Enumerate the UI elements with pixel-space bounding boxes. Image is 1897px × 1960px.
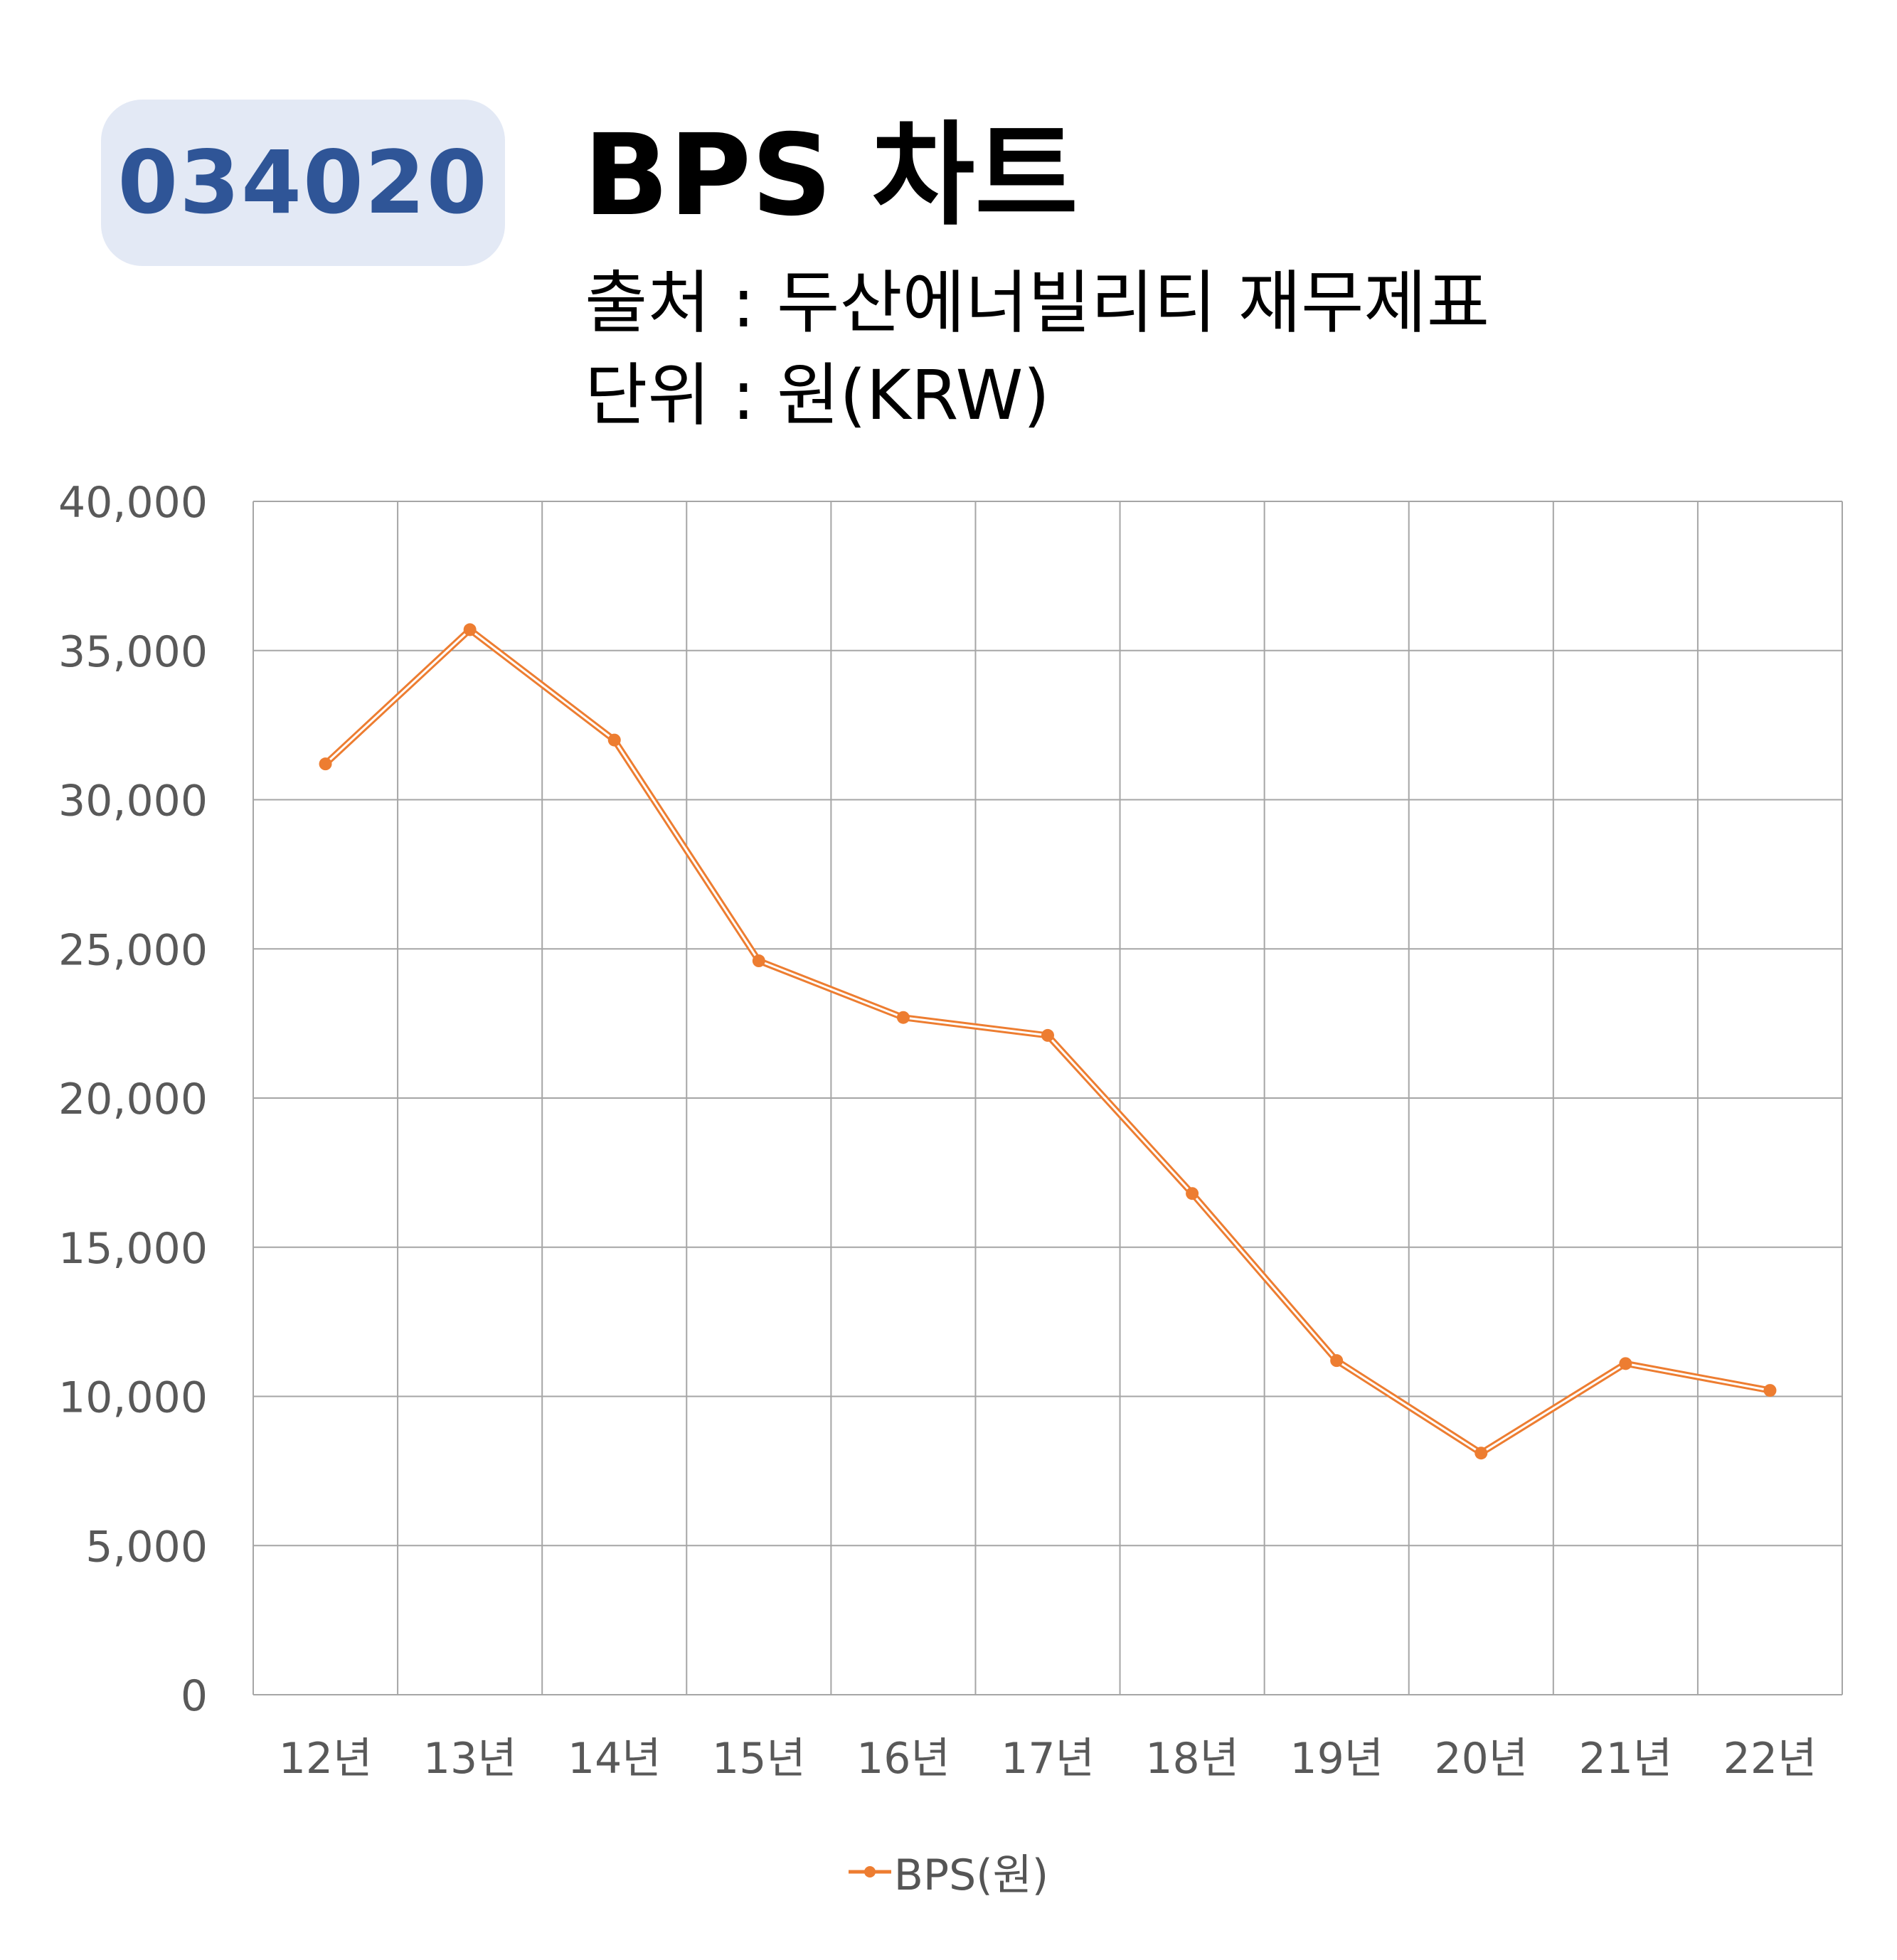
data-point (896, 1011, 910, 1024)
data-point (1619, 1357, 1632, 1370)
data-point (752, 954, 765, 968)
x-tick-label: 18년 (1145, 1734, 1239, 1784)
data-point (1186, 1187, 1199, 1200)
legend-swatch (848, 1865, 891, 1878)
x-tick-label: 13년 (423, 1734, 517, 1784)
y-axis-ticks: 0 5,000 10,000 15,000 20,000 25,000 30,000 35,0… (58, 478, 208, 1721)
legend-item-bps: BPS(원) (848, 1841, 1049, 1902)
y-tick-label: 35,000 (58, 627, 208, 677)
x-tick-label: 14년 (568, 1734, 661, 1784)
y-tick-label: 5,000 (85, 1522, 208, 1572)
data-point (607, 733, 621, 747)
x-tick-label: 20년 (1434, 1734, 1528, 1784)
x-tick-label: 22년 (1723, 1734, 1817, 1784)
series-layer (319, 623, 1777, 1460)
source-note: 출처 : 두산에너빌리티 재무제표 (585, 263, 1490, 343)
x-tick-label: 16년 (856, 1734, 950, 1784)
y-tick-label: 0 (181, 1671, 208, 1721)
data-point (1330, 1354, 1344, 1368)
x-tick-label: 21년 (1579, 1734, 1673, 1784)
x-tick-label: 12년 (279, 1734, 373, 1784)
y-tick-label: 20,000 (58, 1075, 208, 1124)
y-tick-label: 30,000 (58, 777, 208, 826)
legend-label: BPS(원) (893, 1850, 1049, 1900)
data-point (1041, 1028, 1054, 1042)
x-tick-label: 19년 (1290, 1734, 1383, 1784)
data-point (319, 757, 332, 771)
grid-layer (253, 501, 1843, 1695)
y-tick-label: 40,000 (58, 478, 208, 528)
chart-title: BPS 차트 (583, 110, 1078, 241)
y-tick-label: 15,000 (58, 1224, 208, 1274)
x-axis-ticks: 12년 13년 14년 15년 16년 17년 18년 19년 20년 21년 22년 (279, 1734, 1817, 1784)
y-tick-label: 25,000 (58, 925, 208, 975)
ticker-badge: 034020 (101, 100, 505, 266)
unit-note: 단위 : 원(KRW) (585, 356, 1050, 435)
x-tick-label: 17년 (1001, 1734, 1095, 1784)
data-point (1763, 1384, 1777, 1397)
data-point (1474, 1447, 1488, 1460)
x-tick-label: 15년 (712, 1734, 806, 1784)
ticker-code: 034020 (117, 132, 489, 233)
y-tick-label: 10,000 (58, 1373, 208, 1423)
legend: BPS(원) (0, 1841, 1897, 1902)
data-point (463, 623, 477, 637)
